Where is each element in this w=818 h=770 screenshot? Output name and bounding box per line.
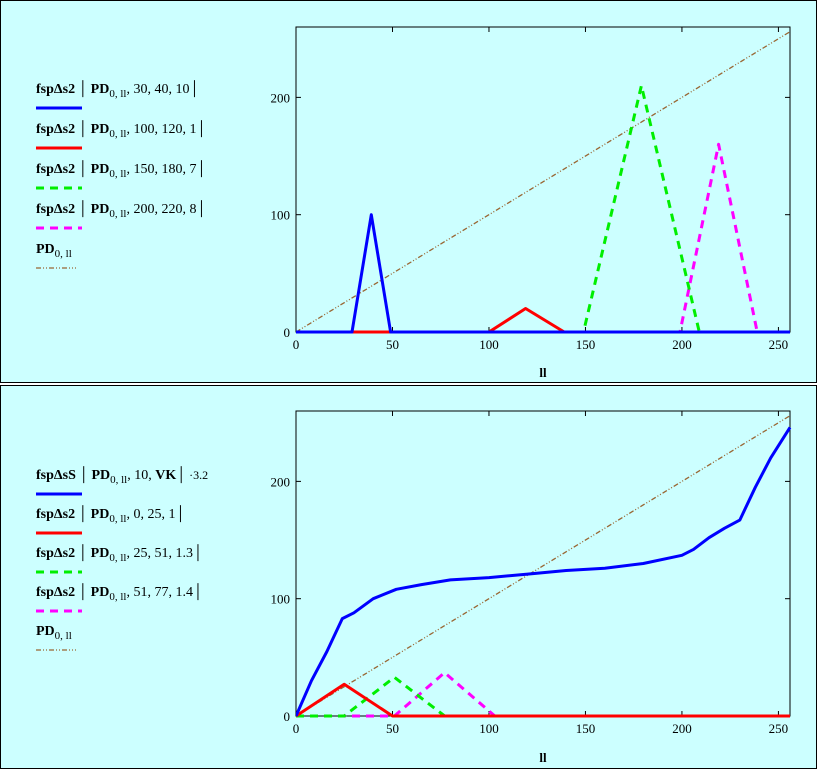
chart-bottom: 0 50 100 150 200 250 0 100 200 ll fspΔsS │ PD0, ll…: [36, 410, 792, 765]
legend-label-1: fspΔsS │ PD0, ll, 10, VK│ ·3.2: [36, 466, 208, 486]
series-line-5: [296, 31, 791, 333]
plot-frame-bottom: [295, 410, 791, 717]
x-tick-label: 150: [576, 721, 596, 736]
x-tick-label: 100: [479, 721, 499, 736]
chart-top: 0 50 100 150 200 250 0 100 200 ll fspΔs2 │ PD0, ll…: [36, 26, 791, 380]
legend-label-4: fspΔs2 │ PD0, ll, 200, 220, 8│: [36, 200, 206, 220]
series-line-4: [296, 671, 790, 718]
chart-panel-bottom: 0 50 100 150 200 250 0 100 200 ll fspΔsS │ PD0, ll…: [0, 385, 817, 769]
legend-label-3: fspΔs2 │ PD0, ll, 150, 180, 7│: [36, 160, 206, 180]
legend-label-1: fspΔs2 │ PD0, ll, 30, 40, 10│: [36, 80, 199, 100]
series-line-3: [296, 84, 790, 334]
y-tick-label: 100: [271, 208, 291, 223]
legend-label-5: PD0, ll: [36, 242, 72, 260]
x-axis-title: ll: [539, 750, 547, 765]
legend-label-4: fspΔs2 │ PD0, ll, 51, 77, 1.4│: [36, 583, 203, 603]
series-line-1: [296, 426, 792, 717]
series-group: [296, 415, 792, 718]
series-line-5: [296, 415, 791, 717]
series-line-3: [296, 675, 790, 718]
y-tick-label: 100: [271, 592, 291, 607]
x-tick-label: 0: [293, 337, 300, 352]
legend-label-2: fspΔs2 │ PD0, ll, 100, 120, 1│: [36, 120, 206, 140]
y-tick-label: 200: [271, 90, 291, 105]
x-tick-label: 50: [386, 721, 399, 736]
y-tick-label: 200: [271, 474, 291, 489]
series-line-2: [296, 682, 790, 718]
series-line-4: [296, 142, 790, 334]
x-tick-label: 150: [576, 337, 596, 352]
x-tick-label: 200: [672, 337, 692, 352]
series-group: [296, 31, 791, 334]
y-tick-label: 0: [284, 325, 291, 340]
legend-label-5: PD0, ll: [36, 624, 72, 642]
x-tick-label: 250: [769, 337, 789, 352]
y-tick-label: 0: [284, 709, 291, 724]
x-tick-label: 50: [386, 337, 399, 352]
series-line-1: [296, 213, 790, 334]
series-line-2: [296, 307, 790, 334]
chart-panel-top: 0 50 100 150 200 250 0 100 200 ll fspΔs2 │ PD0, ll…: [0, 0, 817, 383]
legend-label-3: fspΔs2 │ PD0, ll, 25, 51, 1.3│: [36, 544, 203, 564]
legend-label-2: fspΔs2 │ PD0, ll, 0, 25, 1│: [36, 505, 185, 525]
x-tick-label: 100: [479, 337, 499, 352]
x-tick-label: 250: [769, 721, 789, 736]
x-tick-label: 200: [672, 721, 692, 736]
x-tick-label: 0: [293, 721, 300, 736]
plot-frame-top: [295, 26, 791, 333]
x-axis-title: ll: [539, 365, 547, 380]
